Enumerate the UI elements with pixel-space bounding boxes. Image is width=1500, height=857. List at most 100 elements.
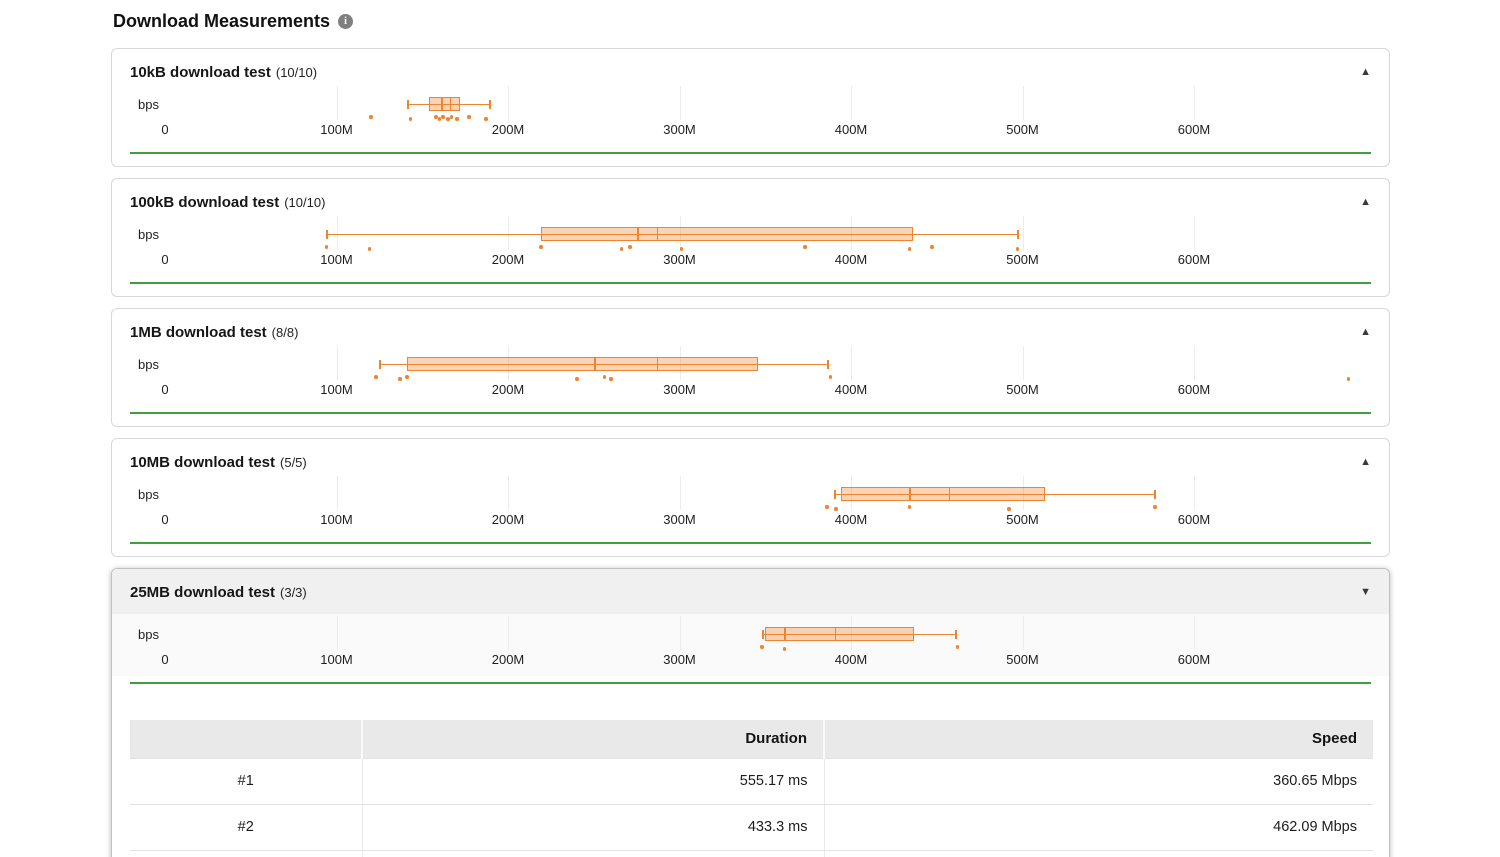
gridline-300M — [679, 616, 681, 650]
panel-header[interactable]: 25MB download test (3/3) ▼ — [112, 569, 1389, 614]
data-point — [828, 375, 833, 379]
gridline-500M — [1022, 476, 1024, 510]
gridline-100M — [336, 216, 338, 250]
x-tick-label: 200M — [491, 122, 525, 137]
data-point — [408, 117, 413, 121]
x-tick-label: 500M — [1006, 252, 1039, 267]
chart-baseline — [130, 152, 1371, 154]
panel-title: 10MB download test — [130, 454, 276, 471]
data-point — [825, 505, 829, 509]
gridline-500M — [1022, 86, 1024, 120]
gridline-600M — [1194, 616, 1195, 650]
whisker-line — [833, 494, 1157, 495]
gridline-400M — [851, 346, 852, 380]
measurement-panel-4: 10MB download test (5/5) ▲ bps 0 100M 200M 3… — [111, 438, 1390, 557]
x-tick-label: 0 — [161, 252, 169, 267]
chart-wrap: bps 0 100M 200M 300M 400M 500M 600M — [112, 84, 1389, 146]
gridline-100M — [336, 86, 338, 120]
panel-bottom-pad — [112, 544, 1389, 556]
whisker-cap-max — [1154, 490, 1157, 499]
x-tick-label: 400M — [834, 512, 868, 527]
x-tick-label: 600M — [1177, 652, 1211, 667]
cell-speed: 462.09 Mbps — [823, 804, 1373, 851]
panel-header[interactable]: 100kB download test (10/10) ▲ — [112, 179, 1389, 214]
data-point — [434, 115, 438, 119]
whisker-cap-min — [833, 490, 836, 499]
table-row: #1 555.17 ms 360.65 Mbps — [130, 757, 1373, 805]
panel-header[interactable]: 10MB download test (5/5) ▲ — [112, 439, 1389, 474]
panel-bottom-pad — [112, 684, 1389, 696]
whisker-line — [761, 634, 958, 635]
chevron-up-icon[interactable]: ▲ — [1360, 66, 1371, 78]
panel-title: 25MB download test — [130, 584, 276, 601]
median-line — [441, 97, 444, 111]
data-point — [398, 377, 402, 381]
x-tick-label: 300M — [663, 382, 696, 397]
panel-test-count: (10/10) — [284, 195, 326, 210]
x-tick-label: 500M — [1006, 512, 1039, 527]
measurement-panel-5: 25MB download test (3/3) ▼ bps 0 100M 200M 3… — [111, 568, 1390, 857]
median-line — [909, 487, 912, 501]
box-plot-chart: bps 0 100M 200M 300M 400M 500M 600M — [130, 614, 1371, 676]
panel-test-count: (8/8) — [271, 325, 299, 340]
median-line — [636, 227, 639, 241]
panel-bottom-pad — [112, 284, 1389, 296]
x-tick-label: 500M — [1006, 122, 1039, 137]
whisker-cap-min — [379, 360, 382, 369]
chevron-up-icon[interactable]: ▲ — [1360, 326, 1371, 338]
panel-header[interactable]: 1MB download test (8/8) ▲ — [112, 309, 1389, 344]
gridline-500M — [1022, 216, 1024, 250]
whisker-cap-min — [326, 230, 329, 239]
gridline-600M — [1194, 346, 1195, 380]
panel-title: 100kB download test — [130, 194, 280, 211]
cell-duration: 433.3 ms — [361, 804, 824, 851]
chevron-up-icon[interactable]: ▲ — [1360, 456, 1371, 468]
column-header-Speed: Speed — [823, 720, 1373, 758]
chart-baseline — [130, 682, 1371, 684]
page-title: Download Measurements — [113, 10, 331, 31]
data-point — [405, 375, 409, 379]
panel-header[interactable]: 10kB download test (10/10) ▲ — [112, 49, 1389, 84]
gridline-200M — [508, 476, 509, 510]
gridline-300M — [679, 86, 681, 120]
chevron-down-icon[interactable]: ▼ — [1360, 586, 1371, 598]
gridline-300M — [679, 476, 681, 510]
x-tick-label: 200M — [491, 512, 525, 527]
y-axis-label: bps — [138, 97, 159, 112]
box-iqr — [540, 227, 913, 241]
data-point — [782, 647, 787, 651]
whisker-cap-max — [955, 630, 958, 639]
x-tick-label: 100M — [320, 652, 353, 667]
whisker-line — [406, 104, 491, 105]
data-point — [324, 245, 329, 249]
gridline-200M — [508, 86, 509, 120]
whisker-cap-max — [1017, 230, 1020, 239]
x-tick-label: 100M — [320, 122, 353, 137]
x-tick-label: 600M — [1177, 252, 1211, 267]
mean-line — [657, 227, 659, 241]
panel-title-group: 1MB download test (8/8) — [130, 322, 298, 344]
x-tick-label: 100M — [320, 382, 353, 397]
data-point — [679, 247, 684, 251]
data-point — [602, 375, 607, 379]
data-point — [437, 117, 442, 121]
y-axis-label: bps — [138, 357, 159, 372]
data-point — [467, 115, 471, 119]
data-point — [441, 115, 445, 119]
gridline-600M — [1194, 216, 1195, 250]
panel-bottom-pad — [112, 414, 1389, 426]
data-point — [955, 645, 960, 649]
gridline-400M — [851, 86, 852, 120]
y-axis-label: bps — [138, 487, 159, 502]
chart-wrap: bps 0 100M 200M 300M 400M 500M 600M — [112, 614, 1389, 676]
chevron-up-icon[interactable]: ▲ — [1360, 196, 1371, 208]
x-tick-label: 500M — [1006, 382, 1039, 397]
y-axis-label: bps — [138, 227, 159, 242]
data-point — [628, 245, 632, 249]
x-tick-label: 300M — [663, 652, 696, 667]
info-icon[interactable]: i — [338, 13, 354, 29]
cell-duration: 582.33 ms — [361, 850, 824, 857]
table-row: #3582.33 ms348.44 Mbps — [130, 850, 1373, 857]
page-header: Download Measurements i — [113, 10, 1500, 32]
measurements-table-wrap: Duration Speed #1 555.17 ms 360.65 Mbps #2 433… — [130, 720, 1373, 857]
